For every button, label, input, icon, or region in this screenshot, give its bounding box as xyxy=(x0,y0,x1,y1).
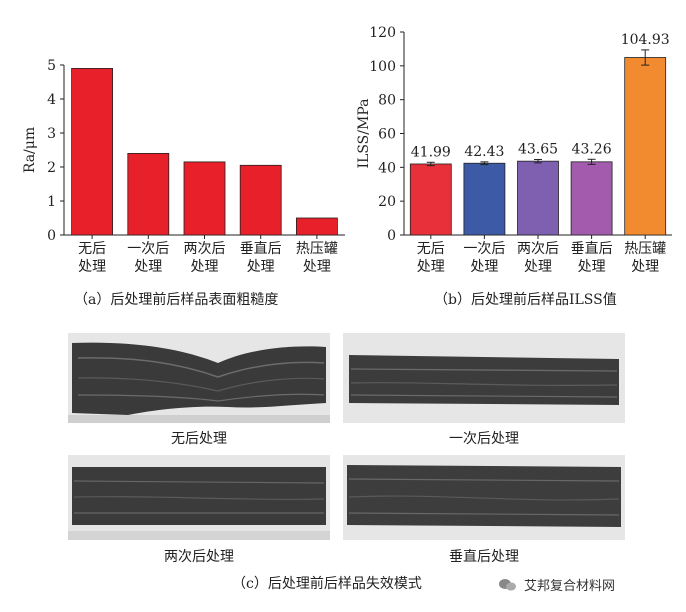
bar-1-2 xyxy=(517,160,559,236)
data-label-1-0: 41.99 xyxy=(411,144,451,160)
x-tick-label-0-3-line1: 垂直后 xyxy=(240,240,282,257)
data-label-1-3: 43.26 xyxy=(572,141,612,157)
y-tick-label-1-4: 80 xyxy=(378,93,396,109)
photo-label-3: 两次后处理 xyxy=(164,549,234,565)
x-tick-label-1-4-line2: 处理 xyxy=(631,259,659,275)
bar-0-0 xyxy=(71,68,113,236)
data-label-1-4: 104.93 xyxy=(621,32,670,48)
caption-a: （a）后处理前后样品表面粗糙度 xyxy=(74,292,279,308)
x-tick-label-0-2-line1: 两次后 xyxy=(184,241,226,257)
bar-0-3 xyxy=(239,164,282,236)
bar-0-1 xyxy=(127,152,170,236)
sample-image-1 xyxy=(68,333,330,423)
photo-label-2: 一次后处理 xyxy=(449,431,519,447)
y-tick-label-1-0: 0 xyxy=(387,228,396,244)
y-axis-label-1: ILSS/MPa xyxy=(356,99,372,169)
photo-two-post-treatment xyxy=(68,455,330,540)
watermark-text: 艾邦复合材料网 xyxy=(524,579,616,594)
sample-image-3 xyxy=(68,455,330,540)
photo-vertical-post-treatment xyxy=(343,455,625,540)
y-tick-label-0-5: 5 xyxy=(47,58,56,74)
bar-1-1 xyxy=(463,162,506,236)
x-tick-label-1-2-line1: 两次后 xyxy=(517,241,559,257)
x-tick-label-0-1-line1: 一次后 xyxy=(127,241,169,257)
photo-no-post-treatment xyxy=(68,333,330,423)
x-tick-label-1-3-line2: 处理 xyxy=(578,259,606,275)
x-tick-label-0-0-line2: 处理 xyxy=(78,259,106,275)
y-tick-label-0-1: 1 xyxy=(47,194,56,210)
y-tick-label-0-0: 0 xyxy=(47,228,56,244)
x-tick-label-1-1-line2: 处理 xyxy=(470,259,498,275)
x-tick-label-0-3-line2: 处理 xyxy=(247,259,275,275)
y-tick-label-0-4: 4 xyxy=(47,92,56,108)
data-label-1-2: 43.65 xyxy=(518,141,558,157)
bar-1-4 xyxy=(624,57,667,236)
photo-one-post-treatment xyxy=(343,333,625,423)
sample-image-2 xyxy=(343,333,625,423)
photo-label-1: 无后处理 xyxy=(171,431,227,447)
x-tick-label-1-1-line1: 一次后 xyxy=(463,241,505,257)
y-axis-label-0: Ra/μm xyxy=(22,127,38,173)
y-tick-label-1-1: 20 xyxy=(378,194,396,210)
bar-1-3 xyxy=(570,161,613,236)
x-tick-label-0-4-line1: 热压罐 xyxy=(296,241,338,257)
y-tick-label-0-2: 2 xyxy=(47,160,56,176)
caption-b: （b）后处理前后样品ILSS值 xyxy=(434,292,617,308)
y-tick-label-1-6: 120 xyxy=(369,25,396,41)
caption-c: （c）后处理前后样品失效模式 xyxy=(232,576,422,592)
x-tick-label-1-3-line1: 垂直后 xyxy=(571,240,613,257)
y-tick-label-1-5: 100 xyxy=(369,59,396,75)
y-tick-label-0-3: 3 xyxy=(47,126,56,142)
watermark: 艾邦复合材料网 xyxy=(498,575,615,594)
x-tick-label-0-1-line2: 处理 xyxy=(134,259,162,275)
x-tick-label-1-4-line1: 热压罐 xyxy=(624,241,666,257)
x-tick-label-1-0-line1: 无后 xyxy=(417,241,445,257)
data-label-1-1: 42.43 xyxy=(464,144,504,160)
sample-image-4 xyxy=(343,455,625,540)
bar-1-0 xyxy=(409,163,452,236)
bar-0-2 xyxy=(183,161,226,236)
x-tick-label-1-2-line2: 处理 xyxy=(524,259,552,275)
bar-0-4 xyxy=(295,217,338,236)
y-tick-label-1-3: 60 xyxy=(378,127,396,143)
photo-label-4: 垂直后处理 xyxy=(449,549,519,565)
wechat-icon xyxy=(499,578,516,590)
y-tick-label-1-2: 40 xyxy=(378,160,396,176)
x-tick-label-1-0-line2: 处理 xyxy=(417,259,445,275)
x-tick-label-0-4-line2: 处理 xyxy=(303,259,331,275)
x-tick-label-0-0-line1: 无后 xyxy=(78,241,106,257)
x-tick-label-0-2-line2: 处理 xyxy=(191,259,219,275)
